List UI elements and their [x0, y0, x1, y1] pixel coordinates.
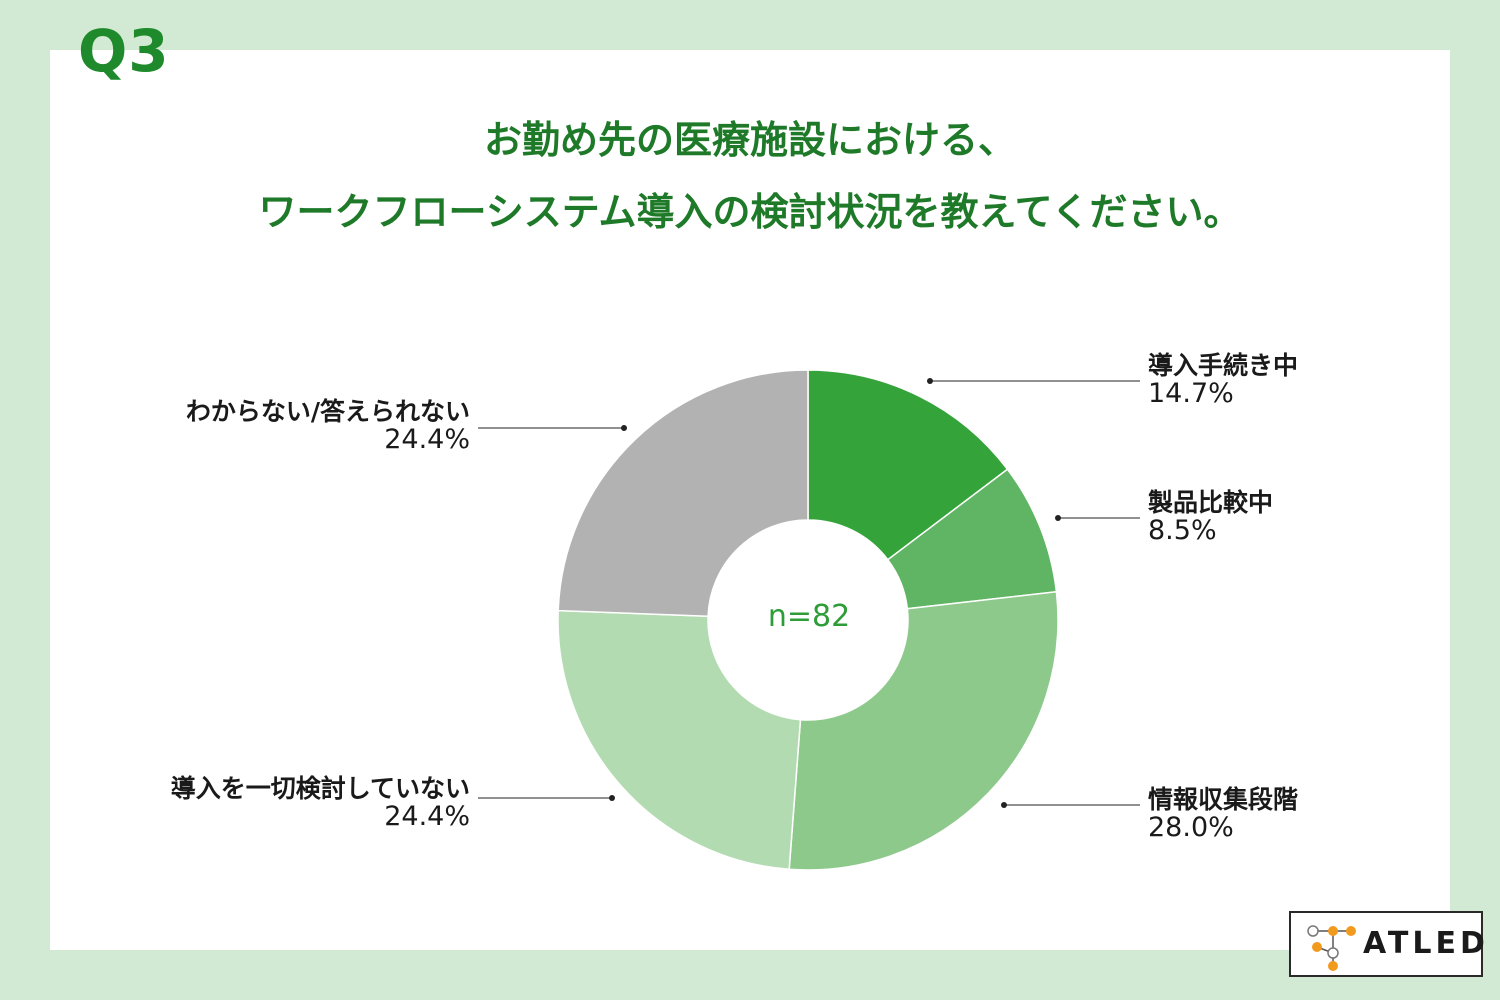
leader-dot-2 — [1001, 802, 1007, 808]
brand-name: ATLED — [1363, 926, 1489, 961]
slice-label-4: わからない/答えられない 24.4% — [186, 398, 470, 454]
slice-label-1: 製品比較中 8.5% — [1148, 489, 1273, 545]
chart-title-line-2: ワークフローシステム導入の検討状況を教えてください。 — [258, 190, 1242, 234]
slice-label-2: 情報収集段階 28.0% — [1148, 786, 1298, 842]
donut-slice-2 — [788, 590, 1059, 871]
slice-name-0: 導入手続き中 — [1148, 351, 1299, 380]
slice-value-4: 24.4% — [384, 424, 470, 455]
slice-value-2: 28.0% — [1148, 812, 1234, 843]
leader-dot-0 — [927, 378, 933, 384]
slice-name-1: 製品比較中 — [1148, 488, 1274, 517]
logo-mark-icon — [1307, 925, 1356, 971]
leader-dot-1 — [1055, 515, 1061, 521]
donut-slice-0 — [807, 369, 1009, 561]
slice-value-0: 14.7% — [1148, 378, 1234, 409]
slice-label-3: 導入を一切検討していない 24.4% — [171, 775, 470, 831]
donut-slice-3 — [557, 609, 802, 871]
leader-dot-4 — [621, 425, 627, 431]
leader-dot-3 — [609, 795, 615, 801]
sample-size-label: n=82 — [767, 599, 851, 634]
slice-label-0: 導入手続き中 14.7% — [1148, 352, 1298, 408]
question-number: Q3 — [78, 17, 170, 85]
donut-slice-4 — [557, 369, 809, 618]
slice-value-1: 8.5% — [1148, 515, 1217, 546]
chart-title-line-1: お勤め先の医療施設における、 — [483, 118, 1016, 162]
atled-logo: ATLED — [1289, 911, 1485, 977]
slice-name-4: わからない/答えられない — [185, 397, 470, 426]
slice-name-2: 情報収集段階 — [1148, 785, 1299, 814]
slice-value-3: 24.4% — [384, 801, 470, 832]
slice-name-3: 導入を一切検討していない — [170, 774, 470, 803]
